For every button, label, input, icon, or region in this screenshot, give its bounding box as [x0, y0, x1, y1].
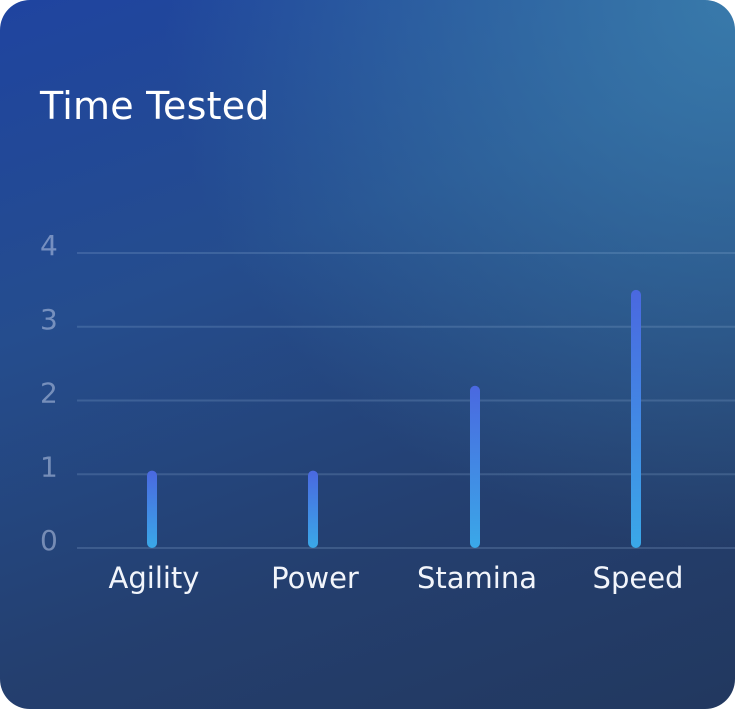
x-tick-label-agility: Agility [109, 561, 200, 595]
bar-speed [631, 289, 641, 548]
chart-title: Time Tested [40, 84, 270, 128]
x-tick-label-stamina: Stamina [417, 561, 537, 595]
y-tick-label: 1 [40, 450, 58, 483]
y-tick-label: 3 [40, 303, 58, 336]
y-tick-label: 0 [40, 524, 58, 557]
y-tick-label: 2 [40, 377, 58, 410]
x-tick-label-speed: Speed [593, 561, 684, 595]
y-tick-label: 4 [40, 229, 58, 262]
bar-stamina [470, 385, 480, 548]
x-tick-label-power: Power [271, 561, 359, 595]
bar-agility [147, 470, 157, 548]
bar-power [308, 470, 318, 548]
